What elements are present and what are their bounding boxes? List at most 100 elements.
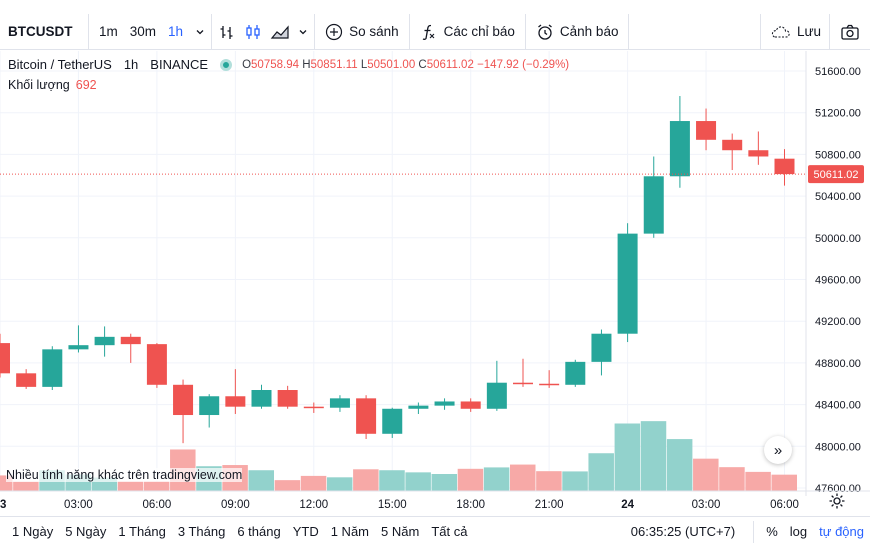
candle-body	[356, 398, 377, 434]
compare-button[interactable]: So sánh	[315, 14, 409, 50]
volume-bar	[248, 470, 274, 491]
auto-scale-toggle[interactable]: tự động	[819, 524, 864, 539]
candle-body	[722, 139, 743, 151]
time-tick-label: 09:00	[221, 499, 250, 511]
range-5d[interactable]: 5 Ngày	[65, 524, 107, 539]
gear-icon[interactable]	[828, 492, 846, 510]
candle-body	[696, 121, 717, 140]
volume-bar	[143, 481, 170, 491]
toolbar-divider	[628, 13, 630, 50]
volume-bar	[614, 423, 641, 491]
candle-body	[120, 336, 141, 345]
indicators-label: Các chỉ báo	[443, 24, 515, 39]
save-button[interactable]: Lưu	[761, 14, 829, 50]
axis-options-group: 06:35:25 (UTC+7) % log tự động	[630, 520, 870, 543]
price-axis[interactable]: 51600.00 51200.00 50800.00 50400.00 50000.00…	[805, 51, 864, 496]
alarm-clock-icon	[536, 23, 554, 41]
interval-1h[interactable]: 1h	[168, 24, 184, 39]
candle-body	[669, 121, 690, 177]
volume-bar	[326, 477, 353, 491]
series-legend: Bitcoin / TetherUS 1h BINANCE O50758.94 …	[8, 57, 569, 72]
log-scale-toggle[interactable]: log	[789, 524, 808, 539]
percent-scale-toggle[interactable]: %	[766, 524, 778, 539]
interval-30m[interactable]: 30m	[129, 24, 157, 39]
candle-body	[382, 408, 403, 434]
change-value: −147.92 (−0.29%)	[477, 58, 570, 71]
time-tick-label: 12:00	[299, 499, 328, 511]
candlesticks	[0, 96, 795, 444]
indicators-button[interactable]: Các chỉ báo	[410, 14, 525, 50]
chart-style-group	[212, 14, 314, 50]
alerts-label: Cảnh báo	[559, 24, 619, 39]
candlestick-style-icon[interactable]	[244, 23, 262, 41]
last-price-label: 50611.02	[813, 169, 858, 181]
price-tick-label: 48000.00	[815, 441, 861, 453]
volume-bar	[483, 467, 510, 491]
scroll-to-realtime-button[interactable]: »	[764, 436, 792, 464]
volume-legend: Khối lượng 692	[8, 78, 97, 92]
candle-body	[173, 384, 194, 416]
range-1y[interactable]: 1 Năm	[330, 524, 370, 539]
chevron-down-icon[interactable]	[298, 27, 308, 37]
area-chart-style-icon[interactable]	[270, 23, 290, 41]
candle-body	[251, 390, 272, 407]
volume-bar	[457, 468, 484, 491]
market-status-icon[interactable]	[220, 58, 233, 71]
toolbar-divider	[314, 13, 316, 50]
range-1d[interactable]: 1 Ngày	[12, 524, 54, 539]
range-6m[interactable]: 6 tháng	[237, 524, 281, 539]
toolbar-divider	[829, 13, 830, 50]
series-name: Bitcoin / TetherUS	[8, 57, 112, 72]
volume-bar	[719, 467, 745, 491]
bar-chart-style-icon[interactable]	[218, 23, 236, 41]
chevron-down-icon[interactable]	[189, 27, 211, 37]
top-toolbar: BTCUSDT 1m 30m 1h So sánh Cá	[0, 13, 870, 50]
interval-1m[interactable]: 1m	[99, 24, 118, 39]
candle-body	[748, 150, 769, 157]
range-all[interactable]: Tất cả	[431, 524, 468, 539]
candle-body	[68, 345, 89, 350]
volume-bar	[745, 471, 771, 491]
close-value: 50611.02	[426, 58, 474, 71]
price-tick-label: 49600.00	[815, 275, 861, 287]
price-chart[interactable]: 51600.00 51200.00 50800.00 50400.00 50000.00…	[0, 51, 870, 516]
alerts-button[interactable]: Cảnh báo	[526, 14, 629, 50]
time-axis[interactable]: 23 03:00 06:00 09:00 12:00 15:00 18:00 21:00 24 0…	[0, 490, 870, 511]
snapshot-button[interactable]	[830, 14, 870, 50]
volume-bar	[274, 480, 301, 491]
candle-body	[277, 390, 298, 407]
candle-body	[591, 333, 612, 362]
timezone-clock[interactable]: 06:35:25 (UTC+7)	[630, 524, 736, 539]
candle-body	[486, 382, 507, 409]
candle-body	[225, 396, 246, 407]
camera-icon	[840, 23, 860, 41]
price-tick-label: 50400.00	[815, 191, 861, 203]
volume-bar	[510, 464, 536, 491]
series-exchange: BINANCE	[150, 57, 209, 72]
series-interval: 1h	[123, 57, 139, 72]
range-5y[interactable]: 5 Năm	[381, 524, 420, 539]
volume-bar	[771, 474, 797, 491]
save-label: Lưu	[796, 24, 821, 39]
symbol-search[interactable]: BTCUSDT	[8, 24, 73, 39]
price-tick-label: 47600.00	[815, 483, 861, 495]
cloud-icon	[769, 24, 791, 40]
range-3m[interactable]: 3 Tháng	[177, 524, 226, 539]
toolbar-divider	[211, 13, 213, 50]
toolbar-divider	[524, 13, 526, 50]
price-tick-label: 50000.00	[815, 233, 861, 245]
time-tick-label: 03:00	[64, 499, 93, 511]
time-tick-label: 18:00	[456, 499, 485, 511]
volume-bar	[431, 474, 458, 491]
candle-body	[329, 398, 350, 408]
candle-body	[0, 343, 10, 374]
tradingview-promo-link[interactable]: Nhiều tính năng khác trên tradingview.co…	[6, 468, 243, 482]
plus-circle-icon	[325, 23, 343, 41]
date-range-group: 1 Ngày 5 Ngày 1 Tháng 3 Tháng 6 tháng YT…	[0, 524, 473, 539]
range-ytd[interactable]: YTD	[292, 524, 319, 539]
volume-bar	[588, 453, 614, 491]
high-value: 50851.11	[310, 58, 358, 71]
candle-body	[774, 158, 795, 175]
range-1m[interactable]: 1 Tháng	[118, 524, 166, 539]
candle-body	[513, 382, 533, 385]
